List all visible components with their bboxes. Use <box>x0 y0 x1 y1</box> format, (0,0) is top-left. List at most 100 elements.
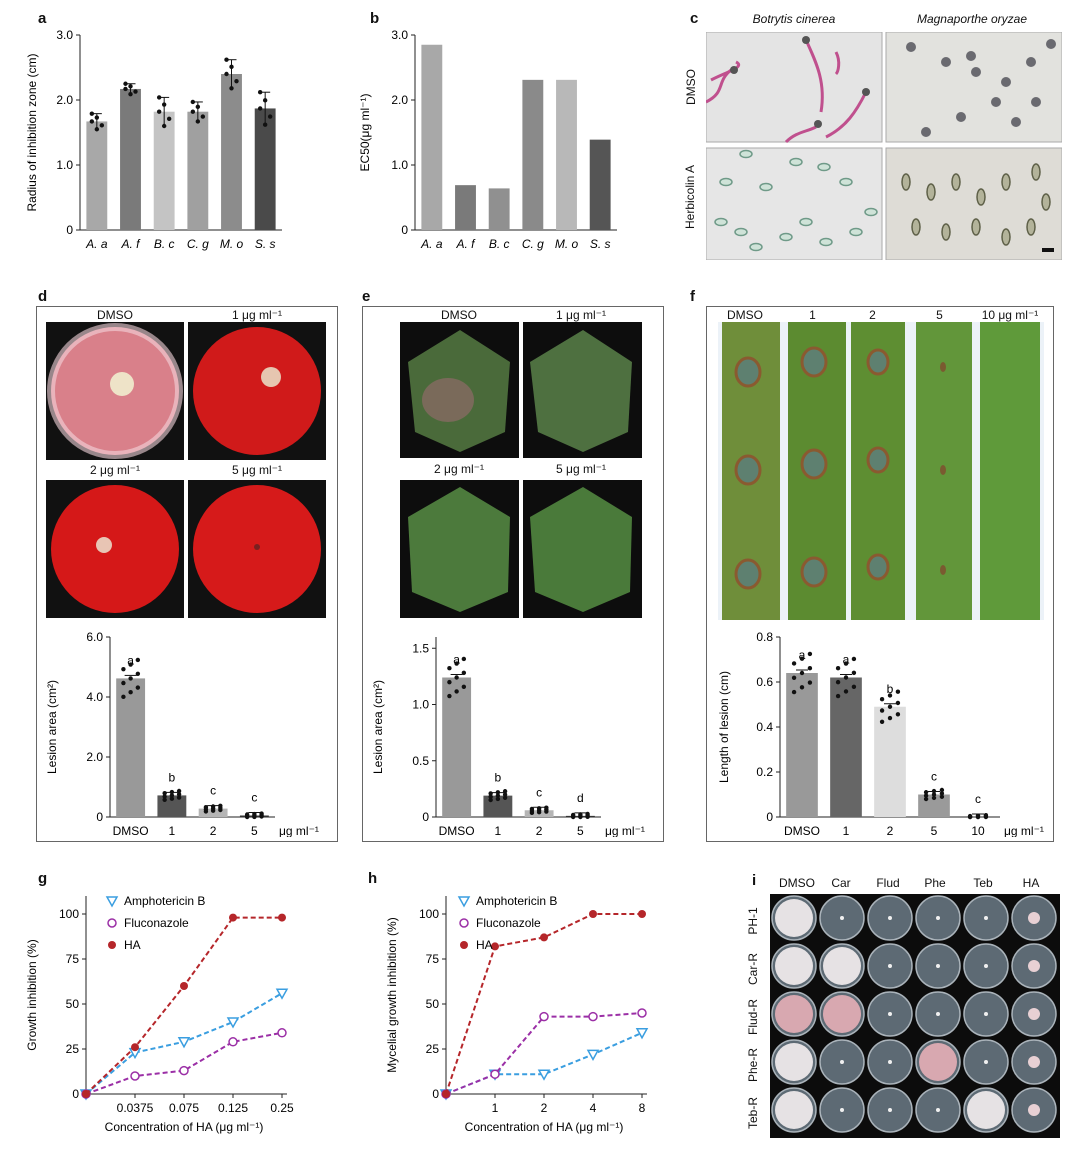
y-axis-label: Length of lesion (cm) <box>717 671 731 783</box>
mycelium-colony <box>1028 912 1040 924</box>
data-point <box>195 104 201 110</box>
data-point <box>156 95 162 100</box>
y-tick-label: 50 <box>66 997 80 1011</box>
plate-row-labels: PH-1 Car-R Flud-R Phe-R Teb-R <box>740 896 770 1136</box>
data-point <box>190 109 196 114</box>
y-tick-label: 0.8 <box>756 630 773 644</box>
data-point <box>156 109 162 114</box>
data-point <box>177 1037 191 1049</box>
data-point <box>879 697 885 702</box>
x-tick-label: 0.075 <box>169 1101 199 1115</box>
data-point <box>135 671 141 676</box>
significance-letter: c <box>931 770 937 784</box>
data-point <box>637 1008 647 1018</box>
y-tick-label: 0.6 <box>756 675 773 689</box>
data-point <box>121 680 126 686</box>
col-title-magnaporthe: Magnaporthe oryzae <box>916 12 1028 26</box>
legend-marker <box>459 918 469 928</box>
data-point <box>442 1090 450 1098</box>
data-point <box>843 675 849 680</box>
panel-letter-f: f <box>690 288 695 305</box>
data-point <box>586 1049 600 1061</box>
data-point <box>887 715 893 721</box>
data-point <box>135 685 141 690</box>
data-point <box>983 813 989 818</box>
data-point <box>488 794 493 799</box>
data-point <box>540 933 548 942</box>
data-point <box>835 666 841 671</box>
x-tick-label: 0.125 <box>218 1101 248 1115</box>
data-point <box>262 122 268 127</box>
y-tick-label: 1.0 <box>412 698 429 712</box>
data-point <box>923 793 929 798</box>
data-point <box>879 719 885 724</box>
inoculum-plug <box>984 1060 988 1064</box>
mycelium-colony <box>775 995 813 1033</box>
legend-marker <box>108 941 116 949</box>
legend-marker <box>457 896 471 908</box>
row-label-herbicolin: Herbicolin A <box>683 164 697 230</box>
bar-af <box>120 88 141 230</box>
data-point <box>539 1011 549 1022</box>
tomato-photos <box>46 322 326 618</box>
data-point <box>799 685 805 690</box>
data-point <box>267 114 273 119</box>
data-point <box>82 1090 90 1098</box>
x-tick-label: 5 <box>931 824 938 837</box>
data-point <box>495 793 501 798</box>
data-point <box>461 684 467 689</box>
col-label-dmso: DMSO <box>779 876 815 890</box>
data-point <box>229 86 234 91</box>
y-tick-label: 2.0 <box>56 93 73 107</box>
x-unit-label: μg ml⁻¹ <box>605 824 645 837</box>
x-tick-label: DMSO <box>439 824 475 837</box>
photo-label-dmso: DMSO <box>727 308 763 322</box>
x-unit-label: μg ml⁻¹ <box>1004 824 1044 837</box>
inoculum-plug <box>888 916 892 920</box>
significance-letter: c <box>536 785 542 799</box>
x-tick-label: A. f <box>120 237 141 251</box>
col-title-botrytis: Botrytis cinerea <box>752 12 836 26</box>
inoculum-plug <box>888 1060 892 1064</box>
data-point <box>843 689 849 694</box>
data-point <box>179 1065 189 1076</box>
data-point <box>257 90 263 95</box>
y-tick-label: 1.0 <box>391 158 408 172</box>
mycelium-colony <box>919 1043 957 1081</box>
data-point <box>277 1028 287 1038</box>
y-axis-label: Mycelial growth inhibition (%) <box>385 917 399 1072</box>
row-label-dmso: DMSO <box>684 69 698 105</box>
photo-label-5: 5 <box>936 308 943 322</box>
x-tick-label: 1 <box>169 824 176 837</box>
row-label-teb-r: Teb-R <box>746 1097 760 1130</box>
chart-a: 0 1.0 2.0 3.0 Radius of inhibition zone (cm)… <box>25 28 282 251</box>
data-point <box>490 1069 500 1079</box>
bar-bc <box>153 111 175 230</box>
series-line-ha <box>445 913 642 1095</box>
y-axis-label: Lesion area (cm²) <box>371 680 385 774</box>
y-tick-label: 0 <box>766 810 773 824</box>
series-line-fluconazole <box>445 1012 643 1095</box>
conidia-ha-magnaporthe <box>901 163 1051 246</box>
data-point <box>488 797 493 803</box>
data-point <box>495 796 501 802</box>
data-point <box>461 656 467 662</box>
data-point <box>502 789 508 794</box>
x-tick-label: M. o <box>220 237 244 251</box>
data-point <box>895 689 901 694</box>
mycelium-colony <box>775 947 813 985</box>
conidia-dmso <box>906 39 1056 137</box>
x-axis-label: Concentration of HA (μg ml⁻¹) <box>465 1120 624 1134</box>
data-point <box>537 1069 551 1081</box>
y-tick-label: 1.5 <box>412 641 429 655</box>
data-point <box>259 811 264 816</box>
data-point <box>94 127 100 132</box>
data-point <box>128 662 133 667</box>
data-point <box>835 679 841 685</box>
significance-letter: a <box>453 653 460 667</box>
data-point <box>807 666 813 671</box>
chart-g: 0 25 50 75 100 0.0375 0.075 0.125 0.25 Concentrat… <box>25 894 294 1134</box>
photo-label-2: 2 μg ml⁻¹ <box>434 462 484 476</box>
inoculum-plug <box>936 1108 940 1112</box>
data-point <box>967 813 973 819</box>
